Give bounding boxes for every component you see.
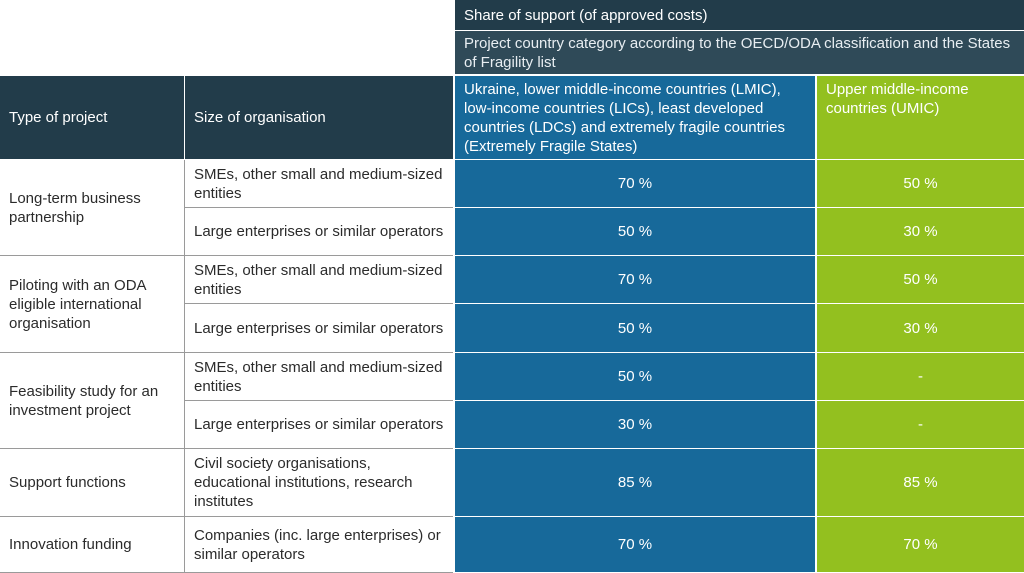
size-cell: SMEs, other small and medium-sized entit… bbox=[185, 256, 453, 304]
umic-cell: 30 % bbox=[817, 208, 1024, 255]
lmic-cell: 50 % bbox=[455, 208, 815, 255]
size-cell: Large enterprises or similar operators bbox=[185, 401, 453, 449]
umic-cell: 85 % bbox=[817, 449, 1024, 516]
category-header: Project country category according to th… bbox=[455, 31, 1024, 74]
size-cell: SMEs, other small and medium-sized entit… bbox=[185, 160, 453, 208]
umic-cell: - bbox=[817, 353, 1024, 400]
umic-cell: 30 % bbox=[817, 304, 1024, 352]
column-header: Ukraine, lower middle-income countries (… bbox=[455, 76, 815, 159]
lmic-cell: 50 % bbox=[455, 353, 815, 400]
lmic-cell: 70 % bbox=[455, 160, 815, 207]
type-cell: Feasibility study for an investment proj… bbox=[0, 353, 184, 449]
size-cell: Large enterprises or similar operators bbox=[185, 304, 453, 353]
type-cell: Long-term business partnership bbox=[0, 160, 184, 256]
umic-cell: 70 % bbox=[817, 517, 1024, 572]
umic-cell: 50 % bbox=[817, 256, 1024, 303]
lmic-cell: 85 % bbox=[455, 449, 815, 516]
type-cell: Support functions bbox=[0, 449, 184, 517]
lmic-cell: 70 % bbox=[455, 517, 815, 572]
umic-cell: 50 % bbox=[817, 160, 1024, 207]
column-header: Upper middle-income countries (UMIC) bbox=[817, 76, 1024, 159]
lmic-cell: 50 % bbox=[455, 304, 815, 352]
share-header: Share of support (of approved costs) bbox=[455, 0, 1024, 30]
type-cell: Piloting with an ODA eligible internatio… bbox=[0, 256, 184, 353]
size-cell: Large enterprises or similar operators bbox=[185, 208, 453, 256]
size-cell: Companies (inc. large enterprises) or si… bbox=[185, 517, 453, 573]
lmic-cell: 30 % bbox=[455, 401, 815, 448]
divider bbox=[184, 160, 185, 573]
column-header: Type of project bbox=[0, 76, 184, 159]
umic-cell: - bbox=[817, 401, 1024, 448]
size-cell: Civil society organisations, educational… bbox=[185, 449, 453, 517]
lmic-cell: 70 % bbox=[455, 256, 815, 303]
type-cell: Innovation funding bbox=[0, 517, 184, 573]
column-header: Size of organisation bbox=[185, 76, 453, 159]
size-cell: SMEs, other small and medium-sized entit… bbox=[185, 353, 453, 401]
